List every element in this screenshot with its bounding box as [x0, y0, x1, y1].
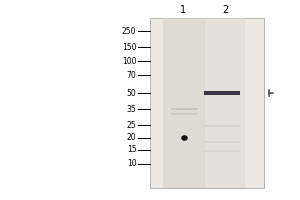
Text: 70: 70	[127, 71, 136, 79]
Text: 150: 150	[122, 43, 136, 51]
Text: 10: 10	[127, 160, 136, 168]
Bar	[171, 113, 198, 115]
Bar	[202, 18, 244, 188]
Text: 15: 15	[127, 146, 136, 154]
Bar	[150, 18, 264, 188]
Text: 250: 250	[122, 26, 136, 36]
Text: 1: 1	[180, 5, 186, 15]
Bar	[171, 108, 198, 110]
Text: 100: 100	[122, 56, 136, 66]
Bar	[204, 125, 240, 127]
Text: 2: 2	[222, 5, 228, 15]
Ellipse shape	[181, 135, 188, 141]
Text: 50: 50	[127, 88, 136, 98]
Bar	[204, 150, 240, 152]
Bar	[204, 141, 240, 143]
Bar	[204, 91, 240, 95]
Text: 35: 35	[127, 104, 136, 114]
Text: 20: 20	[127, 134, 136, 142]
Bar	[164, 18, 206, 188]
Text: 25: 25	[127, 120, 136, 130]
